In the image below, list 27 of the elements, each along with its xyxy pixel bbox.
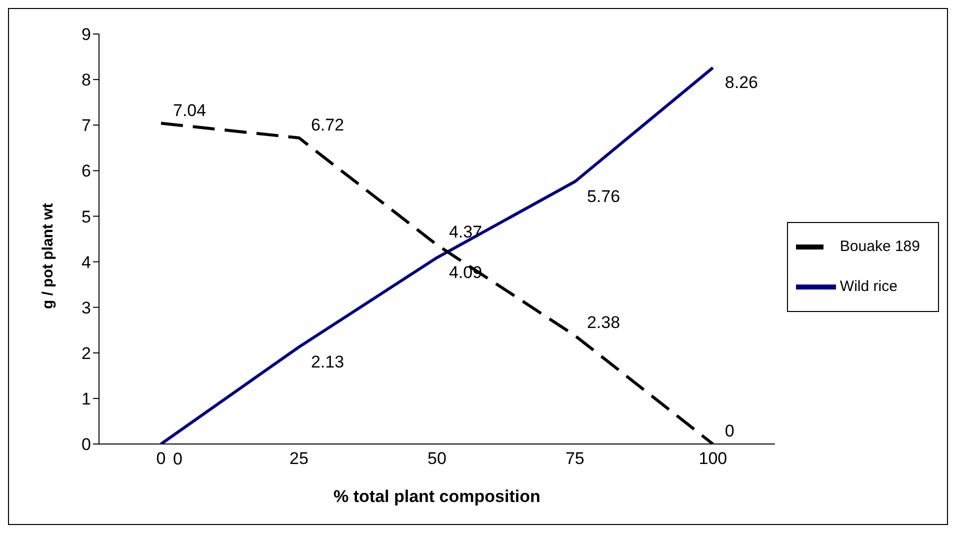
y-axis-title: g / pot plant wt [39, 203, 56, 309]
x-axis-title: % total plant composition [334, 487, 540, 506]
data-label: 2.13 [310, 352, 344, 372]
y-tick-label: 2 [82, 344, 91, 363]
y-tick-label: 4 [82, 252, 91, 272]
x-tick-label: 100 [698, 449, 728, 468]
y-tick-label: 5 [82, 207, 91, 226]
data-label: 4.37 [448, 222, 482, 242]
data-label: 7.04 [173, 100, 206, 120]
x-tick-label: 25 [290, 449, 308, 468]
data-label: 8.26 [724, 73, 758, 92]
y-tick-label: 6 [82, 162, 91, 181]
x-tick-label: 50 [428, 449, 446, 468]
y-tick-label: 3 [82, 298, 91, 318]
legend-label: Wild rice [840, 278, 898, 295]
y-tick-label: 7 [82, 116, 91, 136]
x-tick-label: 0 [156, 449, 166, 468]
x-tick-label: 75 [565, 449, 584, 468]
y-tick-label: 1 [82, 389, 91, 408]
data-label: 5.76 [586, 187, 620, 206]
legend-label: Bouake 189 [840, 238, 920, 255]
data-label: 2.38 [586, 313, 620, 332]
y-tick-label: 9 [82, 25, 91, 44]
data-label: 6.72 [310, 115, 344, 134]
y-tick-label: 8 [82, 70, 91, 90]
y-tick-label: 0 [82, 435, 91, 454]
data-label: 0 [724, 421, 734, 440]
